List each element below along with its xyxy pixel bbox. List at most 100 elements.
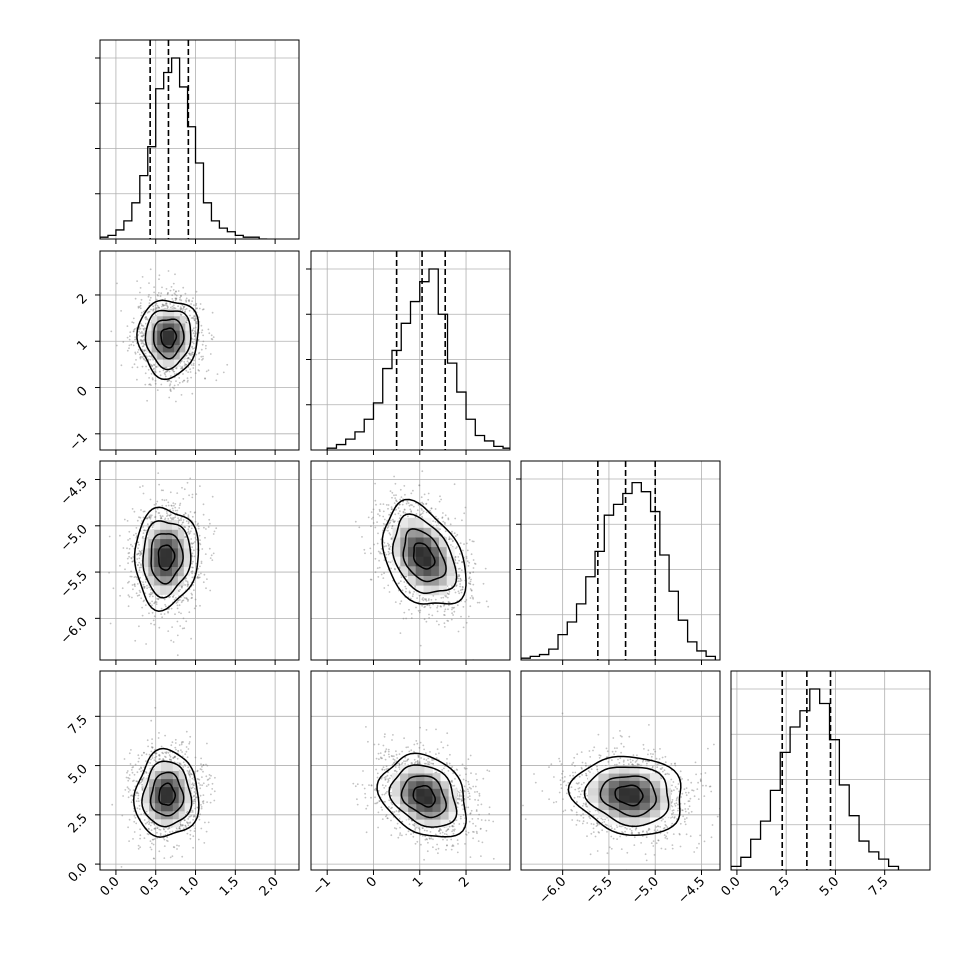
scatter-point: [443, 605, 445, 607]
scatter-point: [148, 595, 151, 598]
scatter-point: [197, 576, 200, 579]
scatter-point: [141, 537, 144, 539]
scatter-point: [132, 341, 134, 343]
density-cell: [185, 337, 192, 346]
scatter-point: [175, 297, 177, 300]
scatter-point: [378, 508, 381, 511]
scatter-point: [405, 587, 408, 590]
scatter-point: [390, 567, 392, 570]
scatter-point: [192, 347, 194, 350]
scatter-point: [152, 305, 155, 308]
scatter-point: [189, 314, 191, 317]
scatter-point: [154, 600, 157, 603]
scatter-point: [127, 605, 130, 608]
scatter-point: [153, 364, 156, 367]
scatter-point: [143, 837, 146, 839]
density-cell: [174, 359, 181, 367]
density-cell: [151, 352, 158, 360]
scatter-point: [191, 570, 194, 573]
scatter-point: [154, 382, 157, 385]
density-cell: [185, 330, 192, 338]
scatter-point: [172, 509, 175, 512]
scatter-point: [188, 771, 191, 774]
scatter-point: [157, 512, 160, 514]
scatter-point: [176, 492, 179, 494]
scatter-point: [468, 576, 471, 579]
scatter-point: [131, 560, 134, 563]
scatter-point: [148, 383, 151, 386]
scatter-point: [131, 560, 134, 563]
scatter-point: [427, 498, 430, 501]
panel-content: [311, 461, 510, 660]
scatter-point: [376, 542, 379, 545]
scatter-point: [135, 536, 138, 539]
scatter-point: [192, 317, 195, 320]
scatter-point: [178, 744, 181, 746]
scatter-point: [191, 351, 194, 354]
scatter-point: [457, 630, 460, 633]
scatter-point: [183, 364, 186, 367]
scatter-point: [179, 298, 181, 301]
scatter-point: [395, 508, 397, 511]
scatter-point: [444, 530, 447, 533]
scatter-point: [127, 562, 129, 565]
scatter-point: [150, 364, 153, 366]
scatter-point: [183, 488, 186, 491]
scatter-point: [460, 569, 463, 572]
scatter-point: [462, 606, 465, 608]
scatter-point: [174, 755, 176, 758]
scatter-point: [384, 529, 387, 532]
scatter-point: [132, 344, 135, 347]
scatter-point: [188, 521, 190, 523]
scatter-point: [138, 594, 141, 597]
scatter-point: [184, 577, 187, 580]
scatter-point: [185, 597, 188, 599]
scatter-point: [138, 782, 141, 785]
scatter-point: [457, 590, 460, 593]
scatter-point: [186, 381, 189, 383]
scatter-point: [181, 741, 184, 743]
scatter-point: [147, 310, 150, 313]
scatter-point: [183, 379, 186, 382]
scatter-point: [167, 501, 170, 504]
scatter-point: [180, 366, 183, 369]
scatter-point: [139, 828, 142, 831]
scatter-point: [200, 560, 203, 563]
scatter-point: [199, 543, 202, 546]
scatter-point: [156, 304, 159, 307]
scatter-point: [123, 518, 126, 521]
scatter-point: [195, 538, 198, 541]
scatter-point: [412, 489, 414, 492]
scatter-point: [174, 738, 177, 741]
density-cell: [431, 585, 440, 596]
scatter-point: [157, 306, 160, 309]
density-cell: [160, 575, 167, 586]
scatter-point: [456, 604, 459, 607]
scatter-point: [157, 598, 160, 601]
scatter-point: [181, 367, 184, 370]
scatter-point: [370, 578, 373, 581]
scatter-point: [422, 510, 425, 513]
scatter-point: [129, 335, 131, 338]
scatter-point: [194, 330, 196, 332]
scatter-point: [139, 486, 141, 488]
scatter-point: [165, 510, 168, 513]
scatter-point: [447, 620, 450, 622]
scatter-point: [121, 587, 124, 590]
scatter-point: [469, 580, 472, 583]
scatter-point: [167, 518, 170, 520]
scatter-point: [193, 549, 195, 552]
scatter-point: [466, 549, 469, 552]
scatter-point: [150, 355, 152, 358]
scatter-point: [453, 588, 456, 591]
scatter-point: [143, 332, 146, 335]
scatter-point: [395, 494, 397, 496]
scatter-point: [421, 501, 423, 504]
scatter-point: [216, 373, 219, 375]
scatter-point: [448, 601, 451, 604]
scatter-point: [443, 610, 446, 613]
scatter-point: [191, 316, 194, 319]
scatter-point: [459, 585, 461, 588]
scatter-point: [132, 588, 134, 591]
scatter-point: [180, 294, 182, 297]
